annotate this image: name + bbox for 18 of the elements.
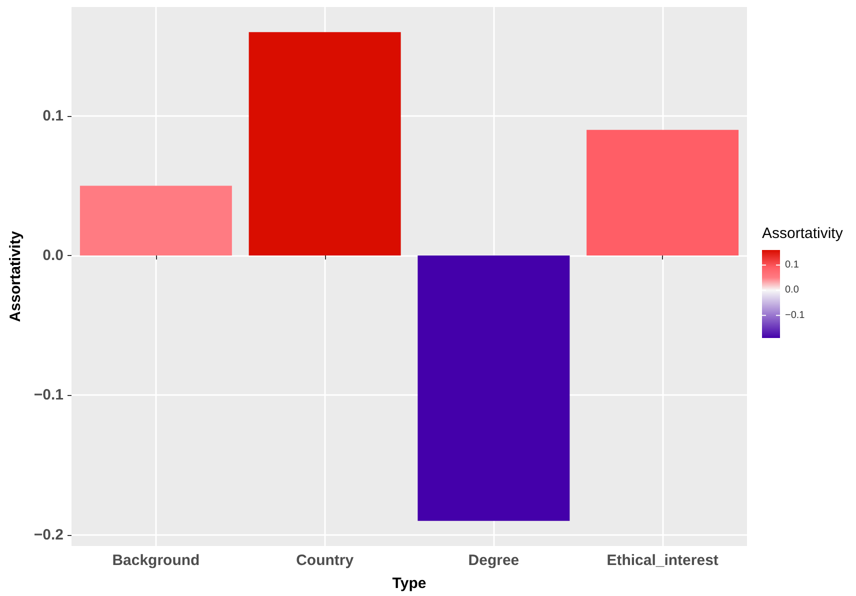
color-bar-title: Assortativity <box>762 225 844 242</box>
bar <box>586 130 739 256</box>
x-axis-title: Type <box>392 575 426 592</box>
bar <box>418 256 570 521</box>
y-tick-label: 0.0 <box>42 247 64 264</box>
x-tick-label: Background <box>112 552 200 569</box>
color-bar-label: −0.1 <box>785 310 806 321</box>
y-tick-label: −0.1 <box>34 386 64 404</box>
y-tick-label: 0.1 <box>42 107 64 124</box>
x-tick-label: Country <box>296 552 354 569</box>
bar <box>80 186 232 256</box>
y-tick-label: −0.2 <box>34 526 64 544</box>
y-axis-title: Assortativity <box>7 230 24 322</box>
color-bar-label: 0.1 <box>785 260 800 271</box>
x-tick-label: Degree <box>468 552 520 569</box>
x-tick-label: Ethical_interest <box>606 552 718 569</box>
bar <box>248 32 401 256</box>
color-bar-label: 0.0 <box>785 284 800 296</box>
